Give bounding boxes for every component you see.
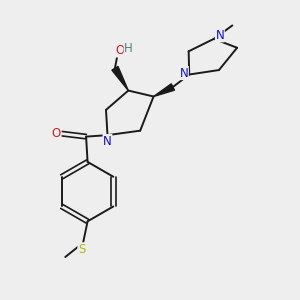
Polygon shape <box>154 84 175 97</box>
Polygon shape <box>112 66 128 91</box>
Text: N: N <box>215 29 224 42</box>
Text: H: H <box>124 42 133 55</box>
Text: O: O <box>52 127 61 140</box>
Text: S: S <box>78 243 85 256</box>
Text: O: O <box>115 44 124 57</box>
Text: N: N <box>179 67 188 80</box>
Text: N: N <box>103 135 112 148</box>
